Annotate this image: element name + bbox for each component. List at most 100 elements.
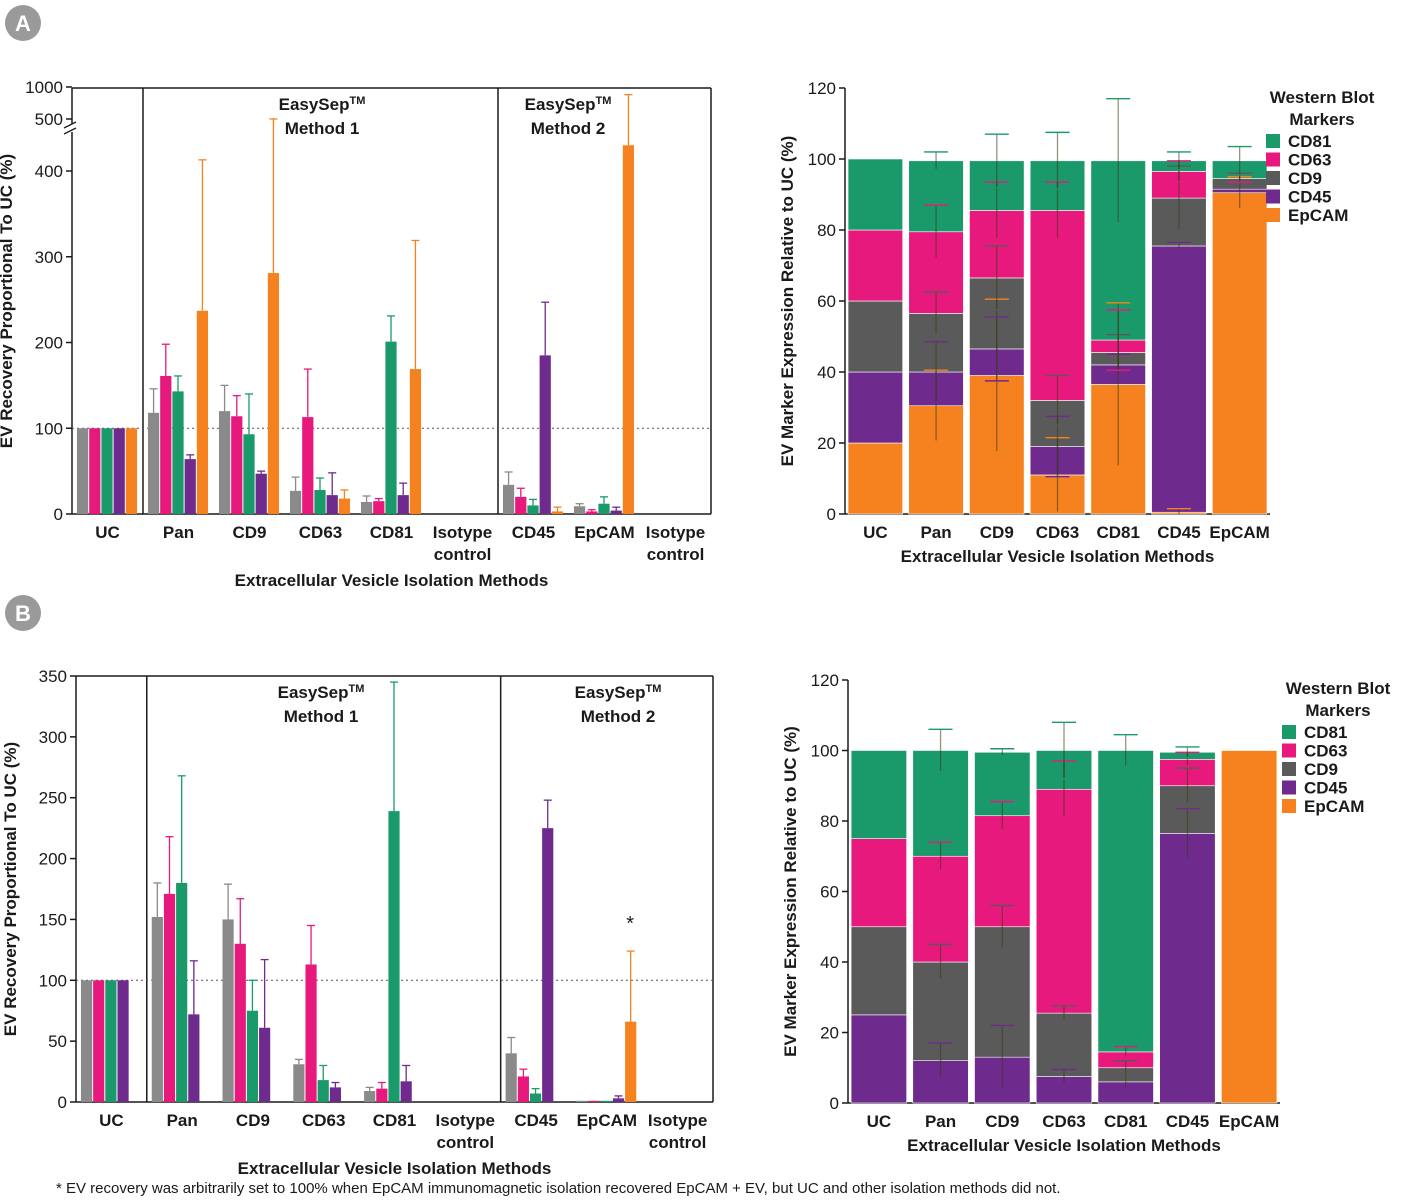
bar-pink-2 xyxy=(231,416,243,514)
y-tick-label: 80 xyxy=(820,812,839,831)
legend-label-cd63: CD63 xyxy=(1304,742,1347,761)
legend-swatch-cd45 xyxy=(1266,189,1280,204)
x-tick-label: control xyxy=(436,1133,494,1152)
y-tick-label: 100 xyxy=(808,150,836,169)
legend-label-cd81: CD81 xyxy=(1288,132,1331,151)
method-1-label-line1: EasySepTM xyxy=(279,95,366,114)
x-tick-label: CD81 xyxy=(373,1111,416,1130)
axis-break-mark xyxy=(63,127,77,135)
axis-break-mark xyxy=(63,121,77,129)
bar-pink-7 xyxy=(588,1100,600,1102)
panel-label-a: A xyxy=(15,11,31,36)
bar-green-6 xyxy=(527,505,539,514)
stack-segment-CD81-0 xyxy=(850,750,907,839)
bar-green-3 xyxy=(317,1080,329,1102)
bar-green-1 xyxy=(176,882,188,1102)
x-tick-label: Pan xyxy=(163,523,194,542)
y-tick-label: 100 xyxy=(35,419,63,438)
bar-gray-0 xyxy=(76,428,89,514)
x-axis-title: Extracellular Vesicle Isolation Methods xyxy=(901,547,1215,566)
method-1-label-line2: Method 1 xyxy=(285,119,360,138)
bar-green-6 xyxy=(529,1093,542,1102)
legend-swatch-epcam xyxy=(1266,208,1280,222)
bar-pink-1 xyxy=(163,893,176,1102)
stack-segment-CD63-0 xyxy=(850,838,907,928)
bar-green-4 xyxy=(385,341,397,514)
y-tick-label: 0 xyxy=(58,1093,67,1112)
bar-purple-6 xyxy=(539,355,551,514)
y-tick-label: 350 xyxy=(39,667,67,686)
stack-segment-EpCAM-0 xyxy=(847,442,903,515)
legend-swatch-cd9 xyxy=(1282,762,1296,776)
panel-label-b: B xyxy=(15,601,31,626)
x-axis-title: Extracellular Vesicle Isolation Methods xyxy=(907,1136,1221,1155)
legend-label-cd63: CD63 xyxy=(1288,151,1331,170)
bar-green-7 xyxy=(600,1100,612,1102)
bar-pink-7 xyxy=(586,511,598,514)
bar-pink-4 xyxy=(376,1088,388,1102)
stack-segment-CD45-5 xyxy=(1151,245,1207,513)
x-tick-label: UC xyxy=(867,1112,892,1131)
bar-purple-0 xyxy=(117,980,129,1102)
legend-swatch-cd63 xyxy=(1282,743,1296,758)
legend-swatch-cd81 xyxy=(1282,725,1296,739)
x-tick-label: CD9 xyxy=(236,1111,270,1130)
legend-title-line1: Western Blot xyxy=(1286,679,1391,698)
bar-purple-2 xyxy=(259,1027,271,1102)
bar-purple-0 xyxy=(113,428,125,514)
legend-swatch-cd81 xyxy=(1266,134,1280,148)
bar-gray-2 xyxy=(222,919,234,1102)
stack-segment-CD45-5 xyxy=(1159,833,1216,1104)
y-tick-label: 400 xyxy=(35,162,63,181)
bar-orange-4 xyxy=(409,369,422,514)
y-tick-label: 200 xyxy=(39,850,67,869)
bar-green-2 xyxy=(246,1010,259,1102)
x-tick-label: EpCAM xyxy=(577,1111,637,1130)
x-tick-label: control xyxy=(649,1133,707,1152)
x-tick-label: EpCAM xyxy=(574,523,634,542)
x-tick-label: UC xyxy=(99,1111,124,1130)
x-tick-label: CD45 xyxy=(514,1111,557,1130)
y-axis-title: EV Recovery Proportional To UC (%) xyxy=(0,154,16,448)
bar-green-2 xyxy=(243,434,255,514)
x-tick-label: EpCAM xyxy=(1209,523,1269,542)
y-tick-label: 80 xyxy=(817,221,836,240)
stack-segment-CD81-0 xyxy=(847,158,903,231)
bar-purple-2 xyxy=(255,473,267,514)
y-tick-label: 20 xyxy=(820,1024,839,1043)
stack-segment-CD81-4 xyxy=(1097,750,1154,1053)
bar-orange-0 xyxy=(125,428,138,514)
legend-swatch-cd63 xyxy=(1266,152,1280,167)
stack-segment-CD45-0 xyxy=(850,1014,907,1104)
bar-green-3 xyxy=(314,489,326,514)
method-1-label-line1: EasySepTM xyxy=(278,683,365,702)
bar-orange-2 xyxy=(267,273,280,514)
bar-gray-1 xyxy=(147,412,160,514)
y-tick-label: 50 xyxy=(48,1032,67,1051)
y-tick-label: 60 xyxy=(820,883,839,902)
y-tick-label: 40 xyxy=(817,363,836,382)
bar-pink-1 xyxy=(160,375,172,514)
legend-label-epcam: EpCAM xyxy=(1288,206,1348,225)
bar-green-1 xyxy=(172,391,184,514)
significance-asterisk: * xyxy=(626,913,634,935)
bar-gray-7 xyxy=(573,506,586,514)
bar-purple-7 xyxy=(610,510,622,514)
y-tick-label: 300 xyxy=(35,248,63,267)
bar-pink-6 xyxy=(517,1076,529,1102)
x-tick-label: UC xyxy=(863,523,888,542)
legend-label-cd45: CD45 xyxy=(1288,188,1331,207)
y-tick-label: 120 xyxy=(808,79,836,98)
y-tick-label: 1000 xyxy=(25,78,63,97)
method-1-label-line2: Method 1 xyxy=(284,707,359,726)
bar-green-0 xyxy=(101,428,113,514)
legend-title-line2: Markers xyxy=(1305,701,1370,720)
x-tick-label: CD81 xyxy=(370,523,413,542)
y-tick-label: 0 xyxy=(830,1094,839,1113)
x-tick-label: Pan xyxy=(167,1111,198,1130)
x-tick-label: Isotype xyxy=(436,1111,496,1130)
x-tick-label: CD81 xyxy=(1096,523,1139,542)
